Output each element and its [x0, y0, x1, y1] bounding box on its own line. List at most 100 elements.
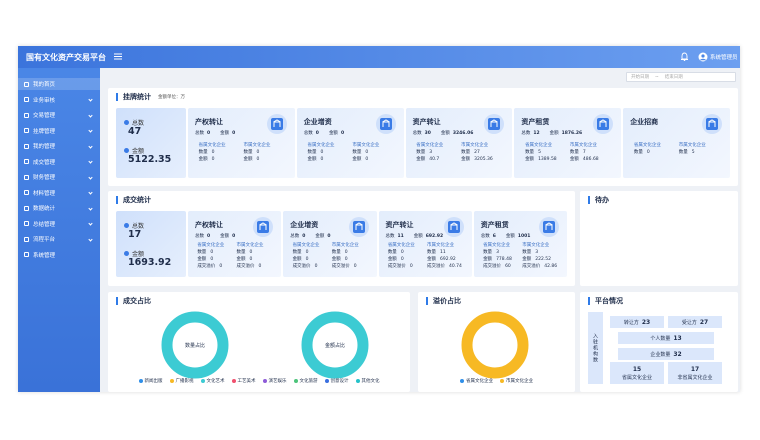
summary-dot	[124, 251, 129, 256]
start-date[interactable]: 开始日期	[631, 75, 649, 80]
menu-label[interactable]: 挂牌管理	[33, 128, 56, 135]
row-value: 0	[305, 250, 309, 255]
row-label: 金额	[198, 157, 208, 162]
menu-label[interactable]: 我的管理	[33, 144, 56, 150]
group-row: 金额 0	[388, 256, 415, 263]
menu-item[interactable]: 流程平台	[18, 233, 100, 245]
listing-panel: 挂牌统计 金额单位：万 总数 47 金额 5122.35 产权转让 总数 0 金额 0 省属文化企业数…	[108, 88, 738, 186]
stat-card: 企业招商 省属文化企业 数量 0 市属文化企业 数量 5	[623, 108, 730, 178]
menu-label[interactable]: 财务管理	[33, 175, 56, 181]
sidebar: 我的首页业务审核交易管理挂牌管理我的管理成交管理财务管理材料管理数据统计总结管理…	[18, 68, 100, 392]
row-label: 金额	[522, 257, 532, 262]
card-icon	[266, 114, 287, 134]
row-value: 222.52	[535, 257, 551, 262]
group-name: 市属文化企业	[331, 243, 359, 248]
end-date[interactable]: 结束日期	[664, 75, 683, 80]
avatar[interactable]	[698, 52, 708, 62]
legend-label: 文化艺术	[206, 379, 225, 384]
menu-item[interactable]: 交易管理	[18, 109, 100, 121]
group-row: 数量 3	[416, 149, 443, 156]
menu-label[interactable]: 流程平台	[33, 237, 56, 243]
total-value: 0	[302, 234, 306, 239]
row-value: 5	[691, 150, 695, 155]
row-label: 金额	[569, 157, 579, 162]
total-label: 总数	[290, 234, 300, 239]
side-label: 入驻机构数	[588, 312, 603, 384]
menu-label[interactable]: 系统管理	[33, 252, 56, 259]
row-value: 7	[582, 150, 586, 155]
row-label: 数量	[197, 250, 207, 255]
row-label: 数量	[198, 150, 208, 155]
menu-item[interactable]: 财务管理	[18, 171, 100, 183]
row-value: 0	[646, 150, 650, 155]
group-name: 省属文化企业	[198, 143, 226, 148]
row-value: 3	[496, 250, 499, 255]
cell-label: 受让方	[681, 319, 697, 326]
menu-label[interactable]: 材料管理	[33, 190, 56, 197]
legend-item: 省属文化企业	[460, 378, 493, 384]
row-label: 成交溢价	[483, 264, 502, 269]
card-total: 金额 692.92	[414, 233, 443, 239]
menu-item[interactable]: 系统管理	[18, 249, 100, 261]
legend-swatch	[324, 379, 329, 383]
card-group: 省属文化企业 数量 0 金额 0	[307, 142, 334, 163]
row-value: 0	[249, 257, 253, 262]
row-value: 27	[474, 150, 480, 155]
card-group: 市属文化企业 数量 7 金额 486.68	[570, 142, 599, 163]
icon-glyph	[545, 222, 553, 230]
group-row: 数量 0	[634, 149, 661, 156]
bell-icon[interactable]	[680, 52, 689, 62]
row-value: 3	[535, 250, 539, 255]
card-group: 省属文化企业 数量 3 金额 778.48 成交溢价 60	[483, 242, 512, 270]
card-icon	[701, 114, 722, 134]
menu-item[interactable]: 材料管理	[18, 187, 100, 199]
legend-swatch	[500, 379, 504, 383]
card-group: 市属文化企业 数量 3 金额 222.52 成交溢价 42.86	[522, 242, 557, 270]
menu-item[interactable]: 挂牌管理	[18, 125, 100, 137]
menu-label[interactable]: 总结管理	[33, 221, 56, 228]
card-group: 市属文化企业 数量 0 金额 0 成交溢价 0	[236, 242, 263, 270]
total-label: 总数	[195, 131, 204, 136]
menu-label[interactable]: 成交管理	[33, 159, 56, 166]
row-label: 成交溢价	[426, 264, 445, 269]
menu-toggle[interactable]	[114, 53, 122, 60]
menu-item[interactable]: 数据统计	[18, 202, 100, 214]
user-name[interactable]: 系统管理员	[710, 55, 738, 61]
deals-stats: 总数 17 金额 1693.92 产权转让 总数 0 金额 0 省属文化企业 数量 0 金额 0 成交溢价 0…	[116, 211, 567, 277]
group-row: 金额 1389.58	[525, 156, 557, 163]
stat-card: 企业增资 总数 0 金额 0 省属文化企业 数量 0 金额 0 成交溢价 0 市属文化企业 数量 0 金额 0 成…	[283, 211, 377, 277]
row-label: 数量	[236, 250, 246, 255]
donut-ring	[461, 311, 529, 379]
group-name: 省属文化企业	[197, 243, 225, 248]
card-group: 市属文化企业 数量 0 金额 0 成交溢价 0	[332, 242, 359, 270]
menu-label[interactable]: 交易管理	[33, 113, 56, 119]
menu-label[interactable]: 业务审核	[33, 97, 56, 104]
icon-glyph	[450, 222, 458, 230]
menu-item[interactable]: 业务审核	[18, 94, 100, 106]
row-label: 金额	[292, 257, 302, 262]
menu-item[interactable]: 成交管理	[18, 156, 100, 168]
donut-label: 数量占比	[184, 343, 205, 349]
row-label: 成交溢价	[387, 264, 406, 269]
date-range[interactable]: 开始日期 ~ 结束日期	[626, 72, 736, 82]
total-label: 金额	[315, 234, 325, 239]
row-label: 金额	[197, 257, 207, 262]
row-label: 金额	[461, 157, 471, 162]
card-name: 产权转让	[195, 118, 223, 126]
legend-item: 文化艺术	[200, 378, 225, 384]
legend-swatch	[138, 379, 143, 383]
group-name: 省属文化企业	[525, 143, 553, 148]
menu-item[interactable]: 我的首页	[18, 78, 100, 90]
card-group: 市属文化企业 数量 0 金额 0	[244, 142, 271, 163]
card-icon	[484, 114, 505, 134]
top-bar: 国有文化资产交易平台 系统管理员	[18, 46, 740, 68]
menu-item[interactable]: 我的管理	[18, 140, 100, 152]
menu-item[interactable]: 总结管理	[18, 218, 100, 230]
card-icon	[593, 114, 614, 134]
menu-label[interactable]: 我的首页	[33, 82, 56, 88]
card-total: 金额 1001	[506, 233, 531, 239]
group-row: 数量 0	[332, 249, 359, 256]
group-row: 数量 5	[525, 149, 557, 156]
menu-label[interactable]: 数据统计	[33, 206, 56, 212]
icon-glyph	[381, 119, 390, 127]
